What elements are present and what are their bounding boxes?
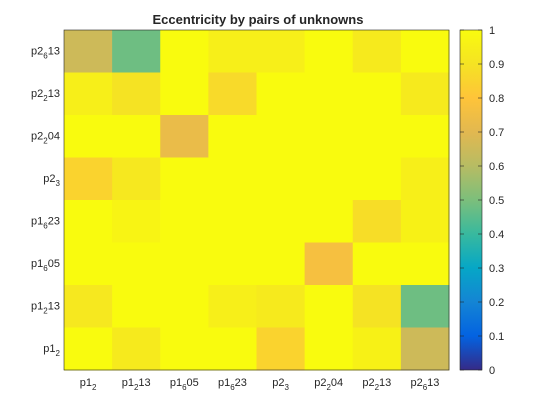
colorbar-ticks: 0 0.1 0.2 0.3 0.4 0.5 0.6 0.7 0.8 0.9 1 — [460, 25, 504, 377]
heatmap-cell — [352, 72, 402, 116]
heatmap-cell — [304, 200, 354, 243]
heatmap-cell — [160, 285, 209, 328]
colorbar-tick-label: 0.7 — [489, 127, 504, 139]
heatmap-cell — [112, 72, 161, 116]
heatmap-cell — [304, 72, 354, 116]
x-tick-label: p1623 — [218, 377, 247, 392]
y-tick-label: p12 — [43, 343, 60, 358]
heatmap-cell — [160, 30, 209, 73]
colorbar-tick-label: 0.3 — [489, 263, 504, 275]
heatmap-cell — [304, 242, 354, 286]
colorbar-tick-label: 0.9 — [489, 59, 504, 71]
x-tick-label: p2204 — [314, 377, 343, 392]
heatmap-cell — [256, 115, 306, 158]
heatmap-cell — [352, 327, 402, 371]
y-tick-label: p1623 — [31, 215, 60, 230]
heatmap-cell — [160, 115, 209, 158]
heatmap-cell — [208, 327, 257, 371]
colorbar-tick-label: 0.1 — [489, 331, 504, 343]
heatmap-cell — [352, 242, 402, 286]
colorbar-tick-label: 0.4 — [489, 229, 504, 241]
heatmap-cell — [208, 157, 257, 201]
heatmap-cell — [112, 115, 161, 158]
heatmap-cell — [400, 200, 450, 243]
x-tick-label: p23 — [272, 377, 289, 392]
heatmap-cell — [160, 242, 209, 286]
heatmap-cell — [112, 327, 161, 371]
colorbar-tick-label: 0.5 — [489, 195, 504, 207]
heatmap-cell — [208, 72, 257, 116]
heatmap-cell — [112, 30, 161, 73]
heatmap-cell — [160, 72, 209, 116]
heatmap-cell — [64, 200, 113, 243]
heatmap-cell — [400, 157, 450, 201]
heatmap-cell — [304, 285, 354, 328]
x-tick-label: p2213 — [362, 377, 391, 392]
heatmap-cell — [352, 30, 402, 73]
heatmap-cell — [64, 115, 113, 158]
heatmap-cell — [304, 115, 354, 158]
x-tick-label: p12 — [80, 377, 97, 392]
heatmap-cell — [256, 285, 306, 328]
heatmap-cell — [208, 242, 257, 286]
heatmap-cell — [400, 115, 450, 158]
heatmap-cell — [256, 72, 306, 116]
heatmap-cell — [352, 115, 402, 158]
heatmap-cell — [400, 285, 450, 328]
heatmap-cell — [64, 242, 113, 286]
heatmap-cell — [208, 115, 257, 158]
colorbar-tick-label: 0.8 — [489, 93, 504, 105]
colorbar-tick-label: 0.6 — [489, 161, 504, 173]
heatmap-cell — [400, 72, 450, 116]
heatmap-cell — [256, 200, 306, 243]
heatmap-cell — [112, 285, 161, 328]
y-tick-label: p2213 — [31, 88, 60, 103]
heatmap-cell — [208, 30, 257, 73]
heatmap-cell — [208, 200, 257, 243]
heatmap-cell — [64, 157, 113, 201]
colorbar-tick-label: 0 — [489, 365, 495, 377]
heatmap-cell — [64, 30, 113, 73]
x-tick-labels: p12 p1213 p1605 p1623 p23 p2204 p2213 p2613 — [80, 377, 440, 392]
heatmap-cell — [64, 285, 113, 328]
heatmap-cell — [352, 285, 402, 328]
heatmap-cells — [64, 30, 450, 371]
y-tick-label: p23 — [43, 173, 60, 188]
heatmap-cell — [256, 242, 306, 286]
heatmap-cell — [256, 327, 306, 371]
y-tick-label: p2204 — [31, 130, 60, 145]
heatmap-cell — [400, 327, 450, 371]
heatmap-cell — [352, 200, 402, 243]
y-tick-label: p2613 — [31, 45, 60, 60]
heatmap-cell — [304, 30, 354, 73]
heatmap-cell — [400, 30, 450, 73]
heatmap-cell — [304, 327, 354, 371]
y-tick-label: p1605 — [31, 258, 60, 273]
heatmap-cell — [256, 157, 306, 201]
x-tick-label: p1213 — [122, 377, 151, 392]
heatmap-cell — [112, 157, 161, 201]
heatmap-cell — [352, 157, 402, 201]
y-tick-labels: p2613 p2213 p2204 p23 p1623 p1605 p1213 p12 — [31, 45, 61, 358]
heatmap-cell — [208, 285, 257, 328]
chart-title: Eccentricity by pairs of unknowns — [153, 12, 364, 27]
colorbar-tick-label: 1 — [489, 25, 495, 37]
heatmap-cell — [112, 242, 161, 286]
heatmap-cell — [160, 157, 209, 201]
x-tick-label: p2613 — [410, 377, 439, 392]
heatmap-cell — [112, 200, 161, 243]
plot-frame — [63, 29, 450, 371]
heatmap-cell — [64, 72, 113, 116]
heatmap-cell — [256, 30, 306, 73]
heatmap-cell — [160, 200, 209, 243]
y-tick-label: p1213 — [31, 300, 60, 315]
heatmap-cell — [304, 157, 354, 201]
x-tick-label: p1605 — [170, 377, 199, 392]
colorbar-tick-label: 0.2 — [489, 297, 504, 309]
heatmap-cell — [64, 327, 113, 371]
heatmap-cell — [160, 327, 209, 371]
heatmap-cell — [400, 242, 450, 286]
